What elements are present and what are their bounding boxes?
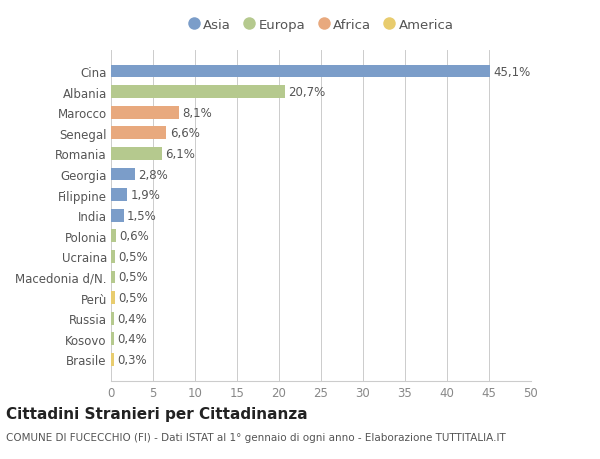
Bar: [111, 271, 115, 284]
Bar: [111, 106, 179, 119]
Text: COMUNE DI FUCECCHIO (FI) - Dati ISTAT al 1° gennaio di ogni anno - Elaborazione : COMUNE DI FUCECCHIO (FI) - Dati ISTAT al…: [6, 432, 506, 442]
Text: 0,4%: 0,4%: [118, 332, 148, 346]
Bar: [111, 230, 116, 243]
Bar: [111, 251, 115, 263]
Text: Cittadini Stranieri per Cittadinanza: Cittadini Stranieri per Cittadinanza: [6, 406, 308, 421]
Text: 2,8%: 2,8%: [138, 168, 167, 181]
Text: 6,6%: 6,6%: [170, 127, 200, 140]
Text: 6,1%: 6,1%: [166, 148, 196, 161]
Text: 0,3%: 0,3%: [117, 353, 146, 366]
Bar: [111, 209, 124, 222]
Bar: [111, 353, 113, 366]
Text: 0,5%: 0,5%: [119, 250, 148, 263]
Legend: Asia, Europa, Africa, America: Asia, Europa, Africa, America: [183, 13, 459, 37]
Text: 0,6%: 0,6%: [119, 230, 149, 243]
Bar: [111, 312, 115, 325]
Bar: [111, 189, 127, 202]
Text: 0,4%: 0,4%: [118, 312, 148, 325]
Text: 1,9%: 1,9%: [130, 189, 160, 202]
Bar: [111, 148, 162, 161]
Bar: [111, 333, 115, 346]
Text: 45,1%: 45,1%: [493, 65, 530, 78]
Bar: [111, 66, 490, 78]
Text: 0,5%: 0,5%: [119, 271, 148, 284]
Bar: [111, 127, 166, 140]
Bar: [111, 86, 285, 99]
Bar: [111, 168, 134, 181]
Bar: [111, 291, 115, 304]
Text: 20,7%: 20,7%: [288, 86, 325, 99]
Text: 0,5%: 0,5%: [119, 291, 148, 304]
Text: 8,1%: 8,1%: [182, 106, 212, 119]
Text: 1,5%: 1,5%: [127, 209, 157, 222]
